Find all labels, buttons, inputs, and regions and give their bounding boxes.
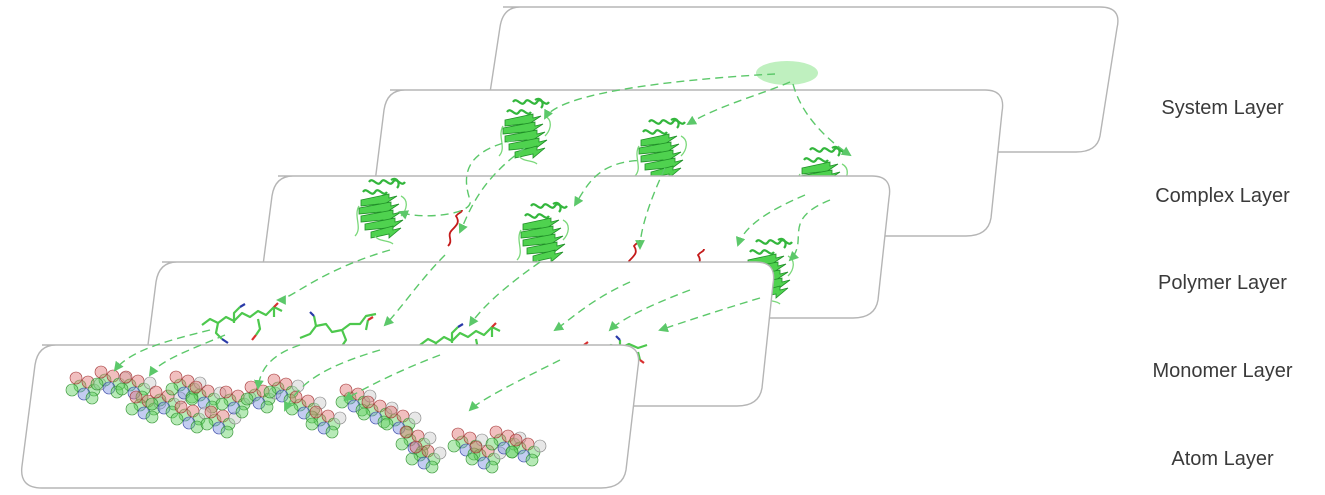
- polymer-layer-label: Polymer Layer: [1158, 272, 1287, 294]
- monomer-layer-label: Monomer Layer: [1152, 360, 1293, 382]
- hierarchy-arrows: [113, 73, 852, 412]
- atom-layer-label: Atom Layer: [1171, 448, 1274, 470]
- system-node: [756, 61, 818, 85]
- system-layer-label: System Layer: [1161, 97, 1284, 119]
- complex-layer-label: Complex Layer: [1155, 185, 1290, 207]
